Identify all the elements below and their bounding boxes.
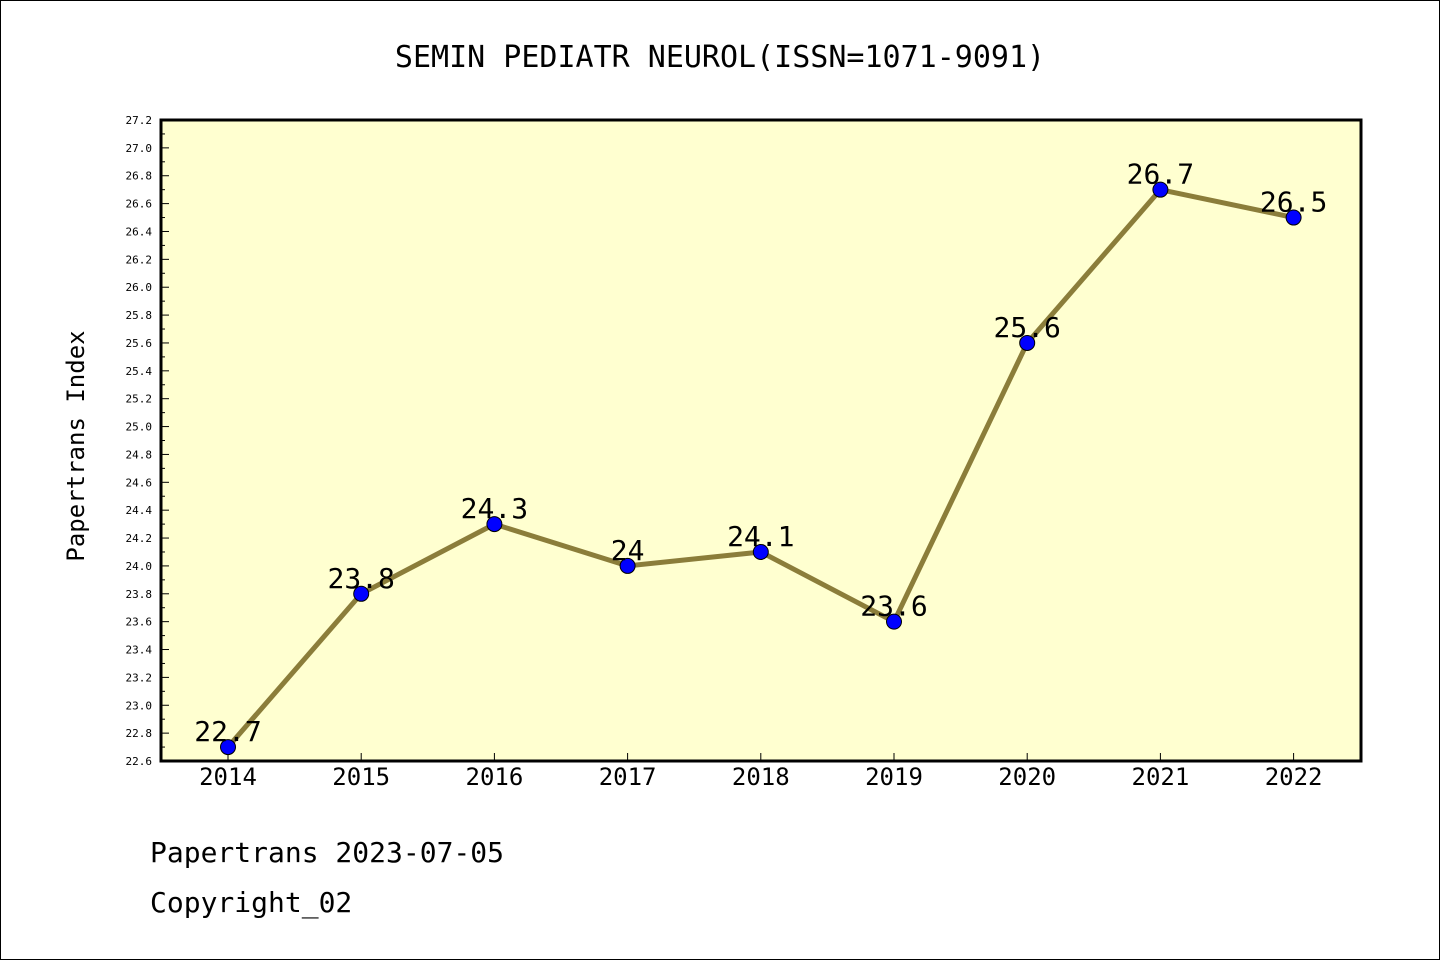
chart-title: SEMIN PEDIATR NEUROL(ISSN=1071-9091) <box>395 40 1045 75</box>
y-tick-label: 24.4 <box>126 504 153 517</box>
y-tick-label: 26.4 <box>126 225 153 238</box>
y-tick-label: 26.8 <box>126 170 153 183</box>
x-tick-label: 2015 <box>332 763 390 791</box>
y-tick-label: 24.2 <box>126 532 153 545</box>
x-tick-label: 2020 <box>998 763 1056 791</box>
data-point <box>619 557 636 574</box>
plot-area <box>159 118 1363 763</box>
data-label: 23.8 <box>327 562 394 595</box>
y-tick-label: 23.2 <box>126 671 153 684</box>
y-tick-label: 24.8 <box>126 448 153 461</box>
y-tick-label: 22.6 <box>126 755 153 768</box>
y-tick-label: 24.6 <box>126 476 153 489</box>
y-tick-label: 23.8 <box>126 588 153 601</box>
data-label: 24.1 <box>727 520 794 553</box>
data-point <box>1285 209 1302 226</box>
x-tick-label: 2018 <box>732 763 790 791</box>
y-tick-label: 25.6 <box>126 337 153 350</box>
footer-copyright: Copyright_02 <box>150 886 353 919</box>
data-point <box>1019 334 1036 351</box>
data-point <box>886 613 902 630</box>
y-tick-label: 27.2 <box>126 114 153 127</box>
data-label: 25.6 <box>993 311 1060 344</box>
y-tick-label: 25.2 <box>126 393 153 406</box>
data-label: 24.3 <box>461 492 528 525</box>
x-tick-label: 2022 <box>1265 763 1323 791</box>
y-tick-label: 26.2 <box>126 253 153 266</box>
data-point <box>353 585 370 602</box>
data-label: 26.7 <box>1127 158 1194 191</box>
data-label: 22.7 <box>194 715 261 748</box>
x-tick-label: 2014 <box>199 763 257 791</box>
y-axis-ticks: 22.6 22.8 23.0 23.2 23.4 23.6 23.8 24.0 24.2 24.4… <box>126 114 169 768</box>
y-tick-label: 25.0 <box>126 421 153 434</box>
y-tick-label: 25.4 <box>126 365 153 378</box>
data-point <box>1152 181 1169 198</box>
y-tick-label: 24.0 <box>126 560 153 573</box>
y-tick-label: 22.8 <box>126 727 153 740</box>
x-tick-label: 2017 <box>599 763 657 791</box>
data-point <box>486 516 503 533</box>
y-tick-label: 23.4 <box>126 644 153 657</box>
y-tick-label: 26.0 <box>126 281 153 294</box>
y-axis-label: Papertrans Index <box>62 330 90 561</box>
y-tick-label: 25.8 <box>126 309 153 322</box>
x-tick-label: 2019 <box>865 763 923 791</box>
y-tick-label: 27.0 <box>126 142 153 155</box>
data-label: 26.5 <box>1260 186 1327 219</box>
x-tick-label: 2021 <box>1132 763 1190 791</box>
series-points <box>220 181 1302 756</box>
data-label: 23.6 <box>860 590 927 623</box>
data-point <box>752 543 769 560</box>
x-tick-label: 2016 <box>466 763 524 791</box>
x-axis-ticks: 2014 2015 2016 2017 2018 2019 2020 2021 2022 <box>199 753 1322 791</box>
y-tick-label: 26.6 <box>126 198 153 211</box>
footer-date: Papertrans 2023-07-05 <box>150 836 505 869</box>
y-tick-label: 23.6 <box>126 616 153 629</box>
data-point <box>220 739 236 756</box>
y-tick-label: 23.0 <box>126 699 153 712</box>
data-labels: 22.7 23.8 24.3 24 24.1 23.6 25.6 26.7 26.5 <box>194 158 1327 748</box>
data-label: 24 <box>611 534 645 567</box>
